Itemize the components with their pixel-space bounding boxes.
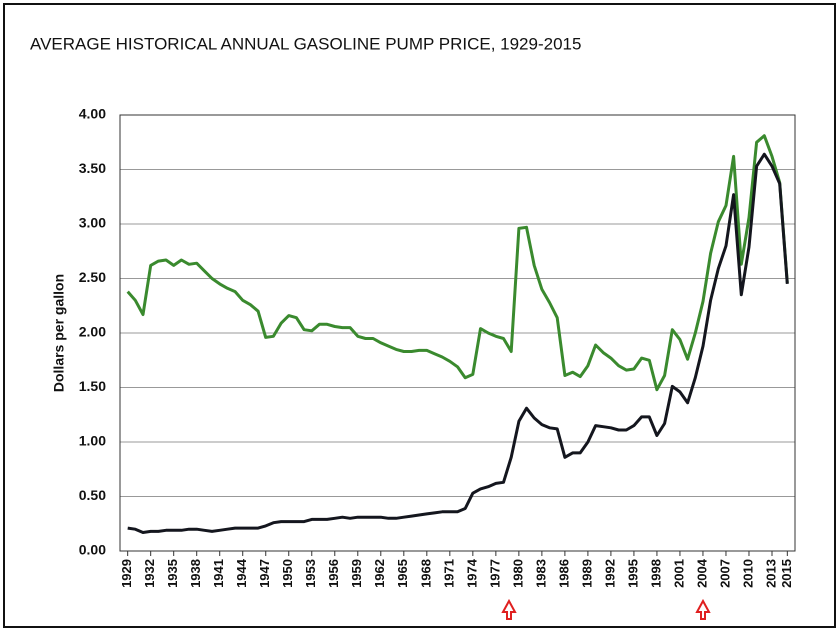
x-tick-label: 1959 xyxy=(349,559,364,588)
series-line xyxy=(127,152,789,534)
series-line xyxy=(126,134,789,392)
y-tick-label: 2.00 xyxy=(79,324,106,340)
x-tick-label: 1947 xyxy=(257,559,272,588)
x-tick-label: 1944 xyxy=(234,558,249,588)
x-tick-label: 1953 xyxy=(303,559,318,588)
x-tick-label: 1956 xyxy=(326,559,341,588)
chart-title: AVERAGE HISTORICAL ANNUAL GASOLINE PUMP … xyxy=(30,34,581,53)
x-tick-label: 1983 xyxy=(533,559,548,588)
x-tick-label: 1998 xyxy=(648,559,663,588)
x-tick-label: 1971 xyxy=(441,559,456,588)
x-tick-label: 1977 xyxy=(487,559,502,588)
x-tick-label: 2010 xyxy=(740,559,755,588)
y-axis-label: Dollars per gallon xyxy=(51,274,67,392)
arrow-marker xyxy=(695,598,711,620)
x-tick-label: 1962 xyxy=(372,559,387,588)
arrow-marker xyxy=(501,598,517,620)
x-tick-label: 1992 xyxy=(602,559,617,588)
x-tick-label: 1989 xyxy=(579,559,594,588)
x-tick-label: 2001 xyxy=(671,559,686,588)
y-tick-label: 1.00 xyxy=(79,433,106,449)
y-tick-label: 3.50 xyxy=(79,160,106,176)
x-tick-label: 1929 xyxy=(119,559,134,588)
x-tick-label: 1941 xyxy=(211,559,226,588)
frame xyxy=(3,3,836,628)
x-tick-label: 1995 xyxy=(625,559,640,588)
x-tick-label: 1932 xyxy=(142,559,157,588)
x-tick-label: 1980 xyxy=(510,559,525,588)
x-tick-label: 2015 xyxy=(779,559,794,588)
y-tick-label: 2.50 xyxy=(79,269,106,285)
x-tick-label: 2007 xyxy=(717,559,732,588)
x-tick-label: 2013 xyxy=(763,559,778,588)
x-tick-label: 1965 xyxy=(395,559,410,588)
x-tick-label: 1935 xyxy=(165,559,180,588)
x-tick-label: 2004 xyxy=(694,558,709,588)
x-tick-label: 1950 xyxy=(280,559,295,588)
x-tick-label: 1986 xyxy=(556,559,571,588)
y-tick-label: 0.00 xyxy=(79,542,106,558)
y-tick-label: 3.00 xyxy=(79,215,106,231)
x-tick-label: 1974 xyxy=(464,558,479,588)
x-tick-label: 1938 xyxy=(188,559,203,588)
y-tick-label: 1.50 xyxy=(79,378,106,394)
y-tick-label: 4.00 xyxy=(79,106,106,122)
plot-border xyxy=(119,114,796,552)
y-tick-label: 0.50 xyxy=(79,487,106,503)
x-tick-label: 1968 xyxy=(418,559,433,588)
